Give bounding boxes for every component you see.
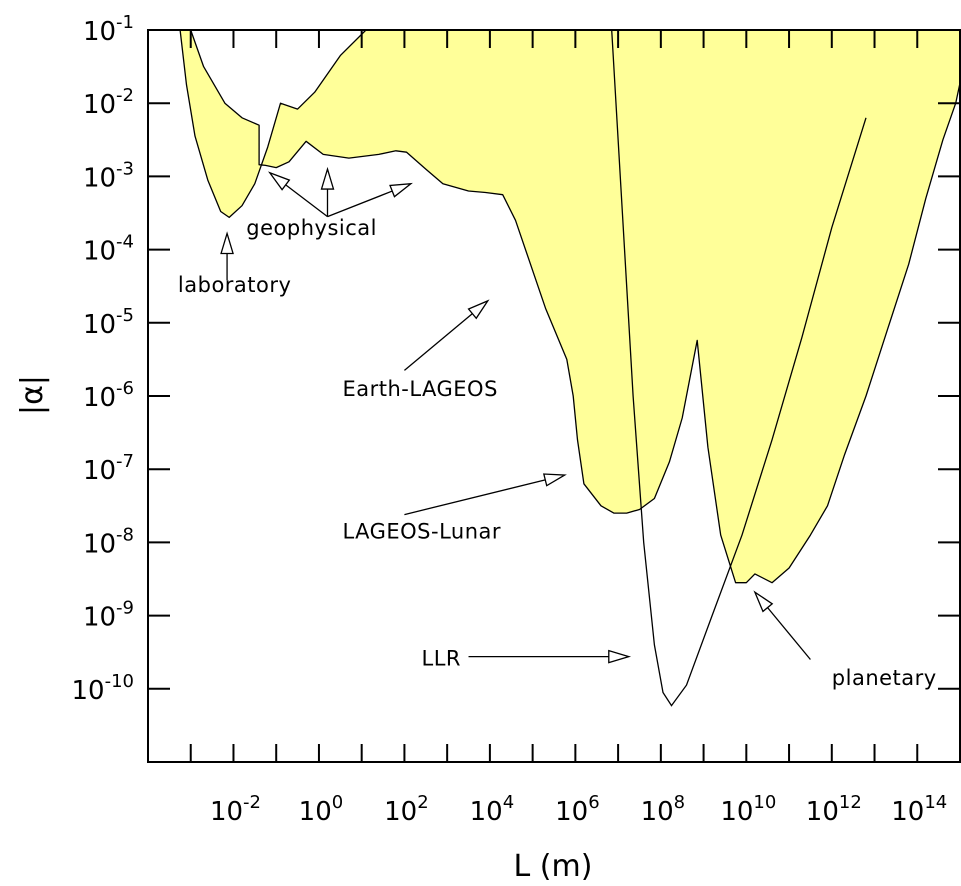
- annotation-label: Earth-LAGEOS: [342, 377, 497, 401]
- y-tick-labels: 10-1 10-2 10-3 10-4 10-5 10-6 10-7 10-8 10-9 10-1…: [72, 12, 135, 706]
- annotation-arrow-shaft: [767, 607, 811, 660]
- x-tick-label: 10-2: [210, 792, 261, 827]
- annotation-arrow-shaft: [327, 190, 393, 218]
- annotation-arrow-shaft: [404, 479, 546, 516]
- y-tick-label: 10-10: [72, 671, 135, 706]
- y-tick-label: 10-5: [83, 305, 134, 340]
- annotation-arrow-head: [608, 649, 632, 664]
- x-tick-label: 1010: [720, 792, 776, 827]
- y-tick-label: 10-4: [83, 232, 134, 267]
- annotation-label: geophysical: [246, 216, 377, 240]
- y-tick-label: 10-1: [83, 12, 134, 47]
- annotation-arrow-head: [389, 182, 413, 198]
- x-tick-label: 108: [641, 792, 686, 827]
- annotation-label: LLR: [422, 646, 462, 670]
- y-axis-title: |α|: [15, 375, 50, 415]
- annotation-label: planetary: [832, 666, 937, 690]
- x-ticks: [147, 30, 961, 762]
- x-tick-label: 1014: [891, 792, 947, 827]
- x-axis-title: L (m): [514, 849, 593, 884]
- annotation-label: laboratory: [178, 273, 292, 297]
- x-tick-label: 104: [470, 792, 515, 827]
- annotation-arrow-shaft: [285, 184, 328, 218]
- llr-curve: [611, 29, 867, 707]
- x-tick-label: 102: [384, 792, 429, 827]
- y-tick-label: 10-9: [83, 598, 134, 633]
- y-tick-label: 10-8: [83, 524, 134, 559]
- y-tick-label: 10-3: [83, 158, 134, 193]
- annotation-arrow-head: [220, 231, 234, 255]
- y-ticks: [148, 29, 960, 763]
- y-tick-label: 10-7: [83, 451, 134, 486]
- annotation-arrow-head: [320, 166, 335, 190]
- plot-area: [179, 29, 961, 707]
- y-tick-label: 10-6: [83, 378, 134, 413]
- y-tick-label: 10-2: [83, 85, 134, 120]
- x-tick-label: 100: [299, 792, 344, 827]
- x-tick-label: 1012: [806, 792, 862, 827]
- x-tick-labels: 10-2 100 102 104 106 108 1010 1012 1014: [210, 792, 947, 827]
- annotation-arrow-head: [542, 473, 567, 487]
- annotation-arrow-shaft: [404, 313, 473, 371]
- annotation-arrow-head: [753, 590, 774, 613]
- excluded-region: [179, 29, 961, 584]
- annotation-arrow-head: [268, 171, 291, 191]
- annotation-label: LAGEOS-Lunar: [342, 520, 501, 544]
- annotations: laboratory geophysical Earth-LAGEOS LAGEOS-…: [178, 166, 937, 690]
- x-tick-label: 106: [555, 792, 600, 827]
- annotation-arrow-head: [467, 299, 490, 320]
